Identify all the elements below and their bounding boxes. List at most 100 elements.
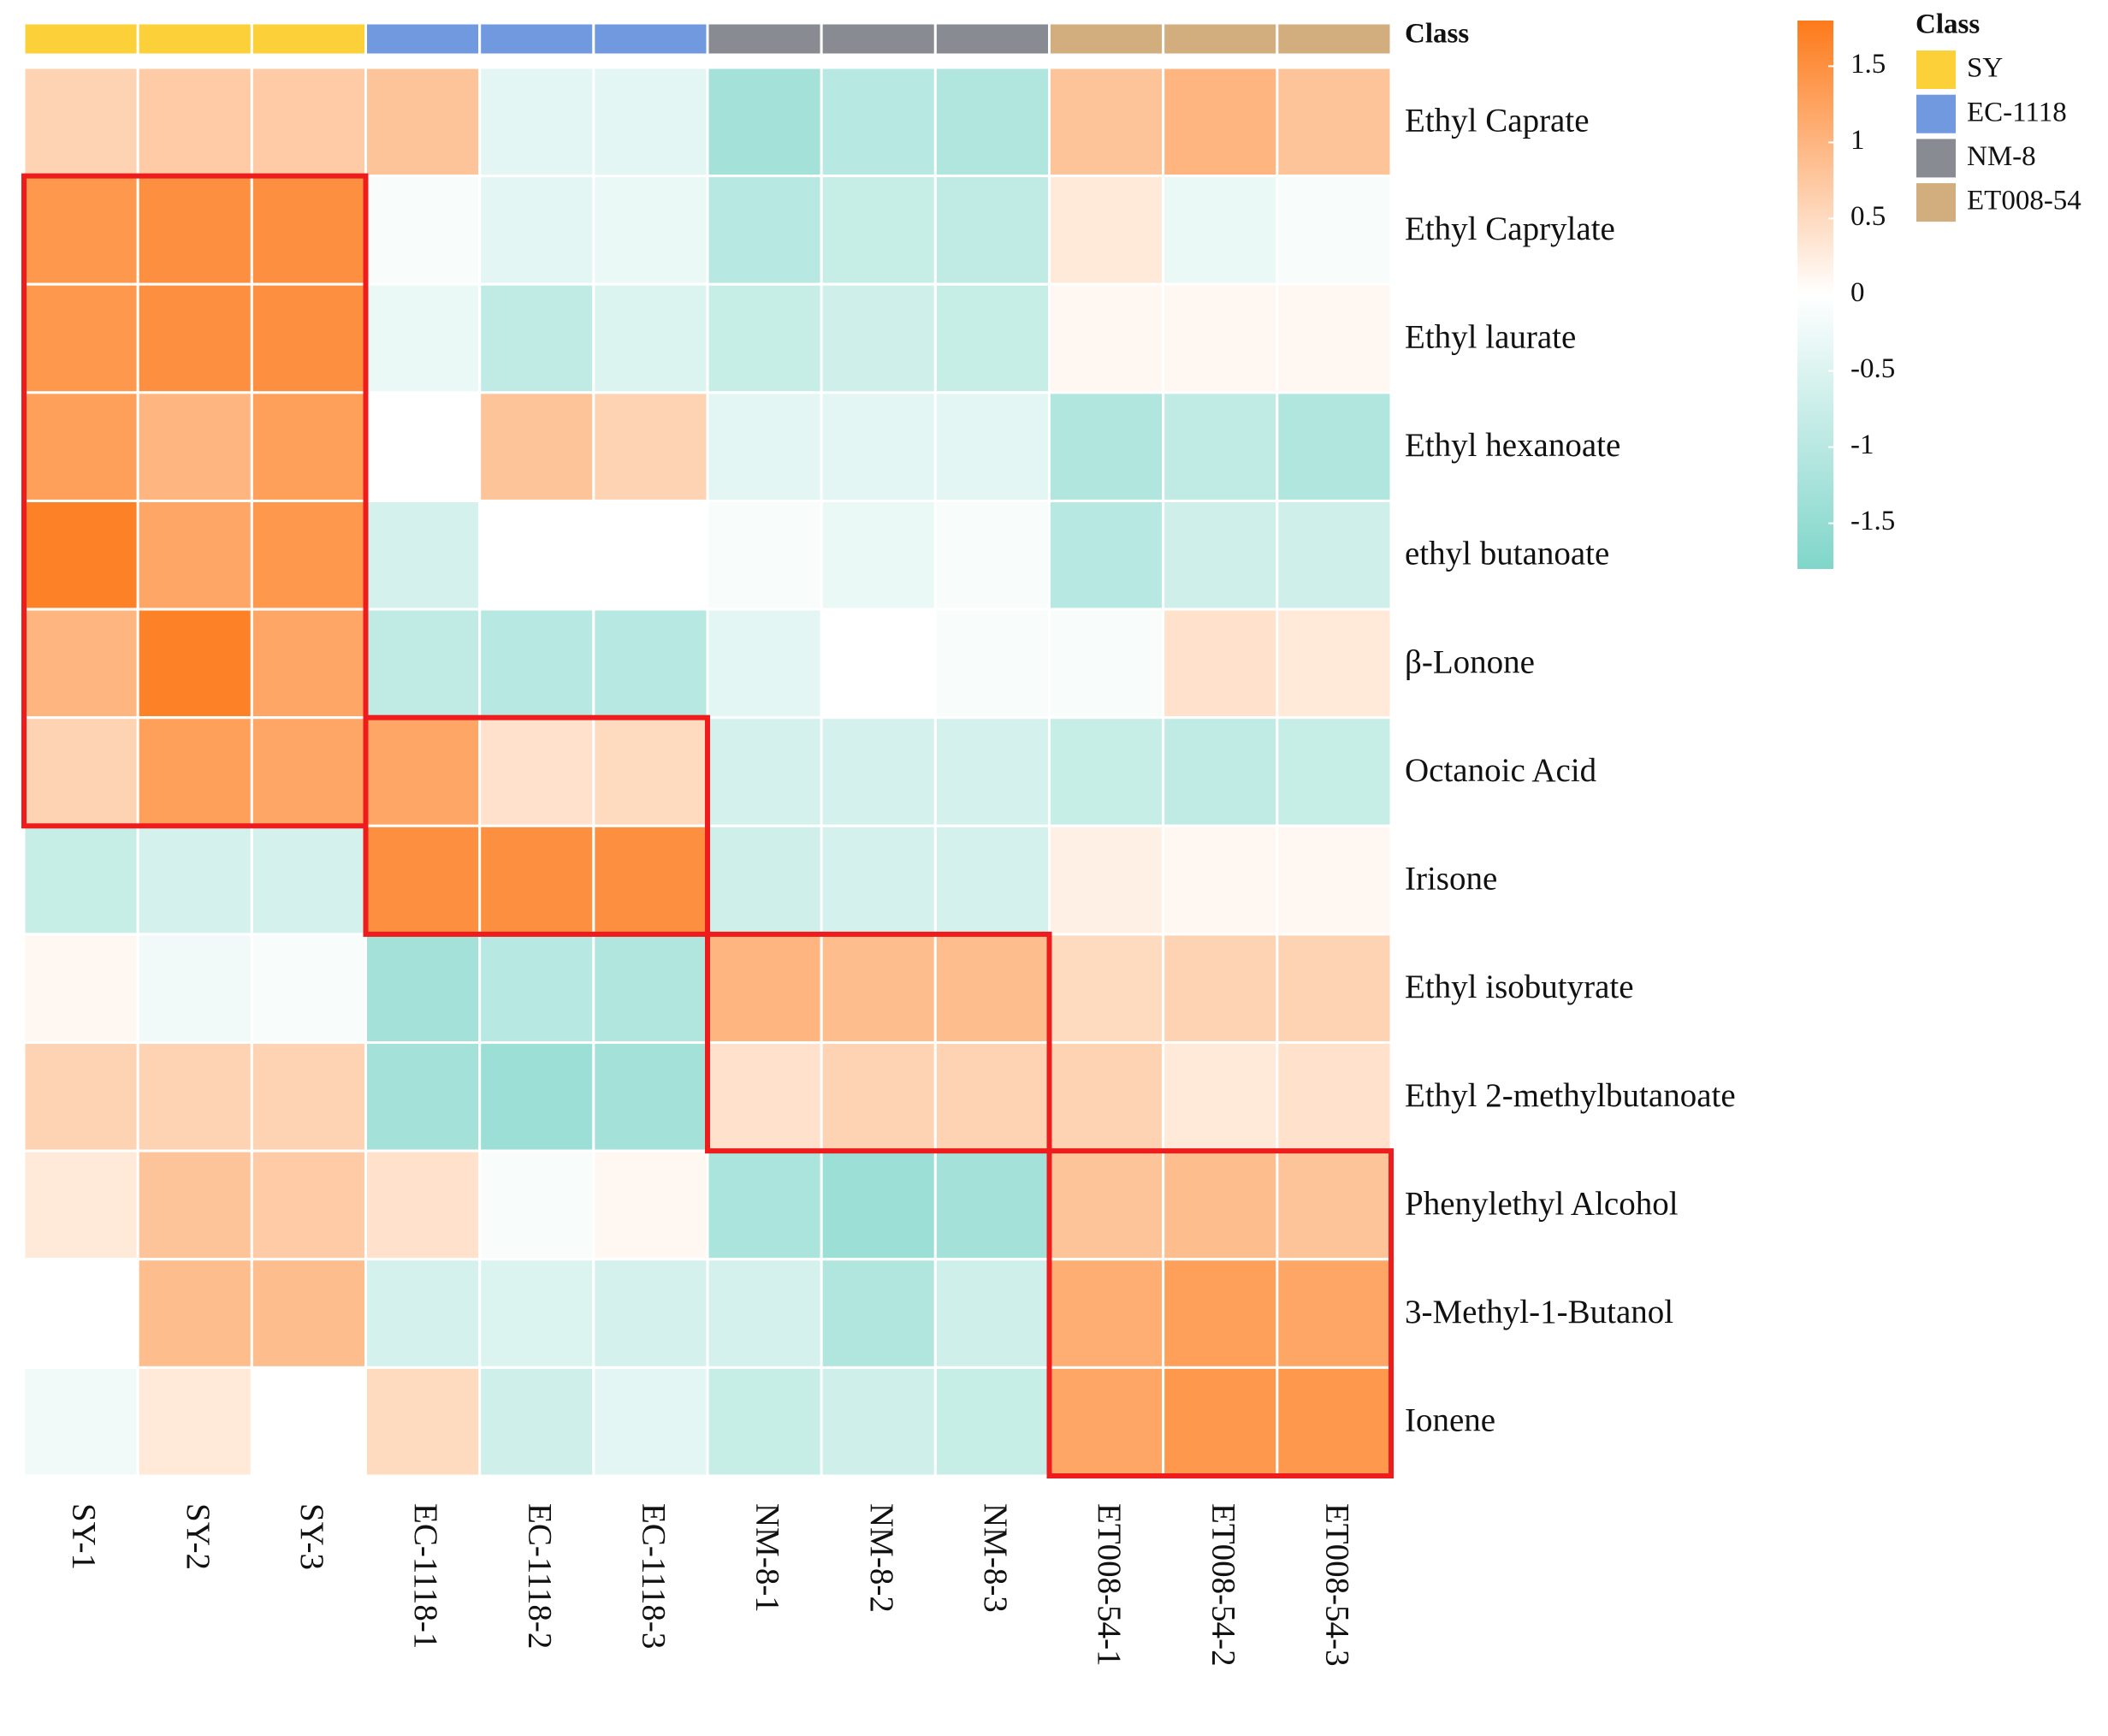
heatmap-cell xyxy=(820,1149,937,1261)
heatmap-cell xyxy=(706,716,823,827)
heatmap-cell xyxy=(1276,282,1393,394)
heatmap-cell xyxy=(933,175,1051,286)
heatmap-cell xyxy=(820,175,937,286)
heatmap-cell xyxy=(478,716,595,827)
heatmap-cell xyxy=(250,716,368,827)
heatmap-cell xyxy=(136,391,253,502)
class-bar xyxy=(22,21,139,56)
row-label: 3-Methyl-1-Butanol xyxy=(1405,1294,1673,1330)
heatmap-cell xyxy=(22,824,139,936)
heatmap-cell xyxy=(1048,282,1165,394)
heatmap-cell xyxy=(933,716,1051,827)
heatmap-cell xyxy=(250,824,368,936)
heatmap-cell xyxy=(478,391,595,502)
heatmap-cell xyxy=(136,824,253,936)
heatmap-cell xyxy=(22,499,139,611)
heatmap-cell xyxy=(933,1041,1051,1152)
heatmap-cell xyxy=(592,933,709,1045)
row-label: ethyl butanoate xyxy=(1405,536,1609,572)
heatmap-cell xyxy=(136,1258,253,1369)
heatmap-cell xyxy=(22,1366,139,1478)
heatmap-cell xyxy=(1162,1149,1279,1261)
heatmap-cell xyxy=(820,499,937,611)
heatmap-cell xyxy=(478,1258,595,1369)
heatmap-cell xyxy=(478,607,595,720)
heatmap-cell xyxy=(592,716,709,827)
heatmap-cell xyxy=(592,282,709,394)
column-label: SY-2 xyxy=(180,1503,216,1570)
column-label: EC-1118-1 xyxy=(407,1503,444,1649)
colorbar-tick-label: 0 xyxy=(1850,277,1865,308)
heatmap-cell xyxy=(706,282,823,394)
heatmap-cell xyxy=(1162,1366,1279,1478)
highlight-box xyxy=(21,173,369,829)
legend-swatch xyxy=(1915,49,1957,91)
heatmap-cell xyxy=(1276,1366,1393,1478)
column-label: ET008-54-3 xyxy=(1318,1503,1355,1667)
heatmap-cell xyxy=(933,282,1051,394)
heatmap-cell xyxy=(933,824,1051,936)
class-bar xyxy=(1162,21,1279,56)
colorbar-tick-label: -1.5 xyxy=(1850,506,1895,536)
heatmap-cell xyxy=(250,607,368,720)
heatmap-cell xyxy=(478,1041,595,1152)
heatmap-cell xyxy=(364,1041,482,1152)
column-label: EC-1118-2 xyxy=(521,1503,558,1649)
heatmap-cell xyxy=(478,282,595,394)
heatmap-cell xyxy=(592,607,709,720)
heatmap-cell xyxy=(1162,607,1279,720)
heatmap-cell xyxy=(1276,391,1393,502)
heatmap-cell xyxy=(820,66,937,178)
heatmap-cell xyxy=(364,391,482,502)
colorbar-tick-label: -1 xyxy=(1850,430,1874,460)
heatmap-cell xyxy=(706,1041,823,1152)
heatmap-cell xyxy=(22,1258,139,1369)
heatmap-cell xyxy=(250,1149,368,1261)
heatmap-cell xyxy=(1162,391,1279,502)
heatmap-cell xyxy=(1048,824,1165,936)
heatmap-cell xyxy=(1048,607,1165,720)
heatmap-cell xyxy=(592,1149,709,1261)
heatmap-cell xyxy=(1162,824,1279,936)
heatmap-cell xyxy=(136,1366,253,1478)
heatmap-cell xyxy=(1276,1041,1393,1152)
heatmap-cell xyxy=(820,1366,937,1478)
class-bar xyxy=(250,21,368,56)
class-bar xyxy=(820,21,937,56)
heatmap-cell xyxy=(1276,1258,1393,1369)
heatmap-cell xyxy=(820,1258,937,1369)
heatmap-cell xyxy=(250,282,368,394)
heatmap-cell xyxy=(478,175,595,286)
heatmap-cell xyxy=(706,933,823,1045)
colorbar-tick-label: 1.5 xyxy=(1850,49,1886,80)
heatmap-cell xyxy=(364,1258,482,1369)
heatmap-cell xyxy=(478,499,595,611)
heatmap-cell xyxy=(250,1041,368,1152)
legend-title: Class xyxy=(1916,9,1980,40)
heatmap-cell xyxy=(1276,1149,1393,1261)
heatmap-cell xyxy=(933,391,1051,502)
heatmap-cell xyxy=(136,175,253,286)
class-bar xyxy=(933,21,1051,56)
heatmap-cell xyxy=(592,1366,709,1478)
heatmap-cell xyxy=(820,716,937,827)
heatmap-cell xyxy=(478,1149,595,1261)
heatmap-cell xyxy=(364,933,482,1045)
heatmap-cell xyxy=(136,282,253,394)
heatmap-cell xyxy=(364,607,482,720)
column-label: NM-8-1 xyxy=(749,1503,786,1613)
heatmap-cell xyxy=(364,716,482,827)
heatmap-cell xyxy=(706,175,823,286)
row-label: Ethyl laurate xyxy=(1405,318,1576,355)
heatmap-cell xyxy=(820,1041,937,1152)
heatmap-cell xyxy=(592,175,709,286)
heatmap-cell xyxy=(592,391,709,502)
heatmap-cell xyxy=(706,607,823,720)
class-bar xyxy=(1276,21,1393,56)
heatmap-cell xyxy=(22,391,139,502)
heatmap-cell xyxy=(592,1041,709,1152)
row-label: Ionene xyxy=(1405,1402,1495,1439)
colorbar-tick-label: -0.5 xyxy=(1850,353,1895,384)
row-label: Ethyl 2-methylbutanoate xyxy=(1405,1077,1736,1114)
